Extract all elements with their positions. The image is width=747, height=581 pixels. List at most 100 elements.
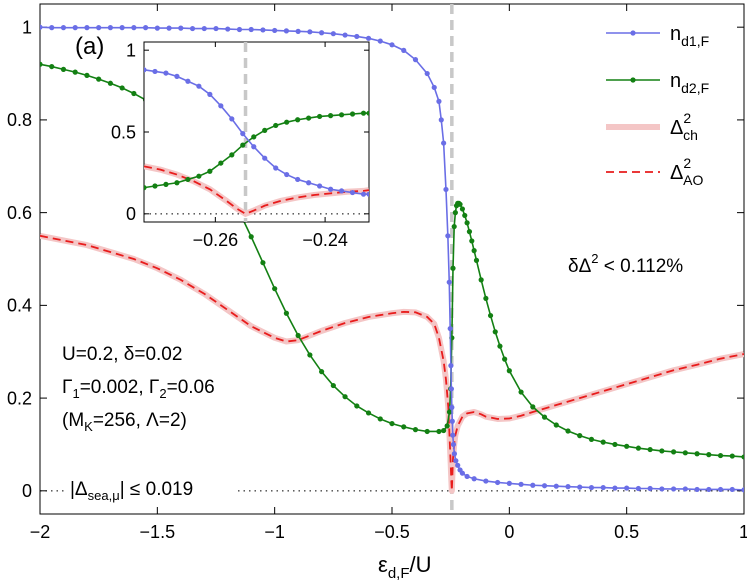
data-point <box>196 173 202 179</box>
data-point <box>96 76 102 82</box>
data-point <box>317 113 323 120</box>
data-point <box>441 427 447 434</box>
data-point <box>455 462 461 468</box>
inset-series-n-d1 <box>144 69 369 195</box>
data-point <box>449 404 455 410</box>
data-point <box>635 445 642 451</box>
inset-series-n-d2 <box>144 112 369 189</box>
data-point <box>260 260 266 266</box>
data-point <box>49 25 55 31</box>
data-point <box>84 25 90 31</box>
data-point <box>152 68 158 75</box>
data-point <box>694 486 700 493</box>
data-point <box>306 115 312 121</box>
data-point <box>251 144 257 150</box>
data-point <box>588 436 595 442</box>
params-mk-val: =256, Λ=2) <box>93 410 187 431</box>
data-point <box>330 382 336 389</box>
accuracy-label: δΔ2 < 0.112% <box>568 251 683 277</box>
accuracy-val: < 0.112% <box>599 256 684 277</box>
data-point <box>502 356 508 362</box>
data-point <box>295 176 301 183</box>
data-point <box>248 234 254 240</box>
data-point <box>553 422 559 428</box>
inset-ytick-label: 0 <box>126 204 136 224</box>
data-point <box>40 24 43 30</box>
data-point <box>448 363 454 369</box>
data-point <box>729 486 735 493</box>
main-xtick-label: −2 <box>30 522 51 542</box>
data-point <box>389 420 395 427</box>
main-ytick-label: 1 <box>22 17 32 37</box>
data-point <box>448 386 454 392</box>
data-point <box>741 454 744 460</box>
data-point <box>635 485 642 492</box>
data-point <box>154 25 160 31</box>
data-point <box>450 432 456 438</box>
data-point <box>201 25 207 32</box>
data-point <box>365 410 372 416</box>
data-point <box>694 451 700 457</box>
main-ytick-label: 0 <box>22 481 32 501</box>
legend-label-n_d1: nd1,F <box>670 23 709 49</box>
inset-ytick-label: 1 <box>126 40 136 60</box>
legend-label-sub: d1,F <box>681 33 709 49</box>
data-point <box>541 414 548 420</box>
data-point <box>283 28 289 34</box>
inset-x-tick-labels: −0.26 −0.24 <box>193 230 348 250</box>
data-point <box>327 186 334 192</box>
data-point <box>444 423 450 429</box>
data-point <box>518 481 524 487</box>
data-point <box>459 470 465 476</box>
data-point <box>273 122 279 129</box>
data-point <box>317 183 323 189</box>
data-point <box>144 67 147 73</box>
data-point <box>107 25 113 31</box>
data-point <box>741 487 744 493</box>
params-u-delta: U=0.2, δ=0.02 <box>62 344 182 365</box>
data-point <box>449 418 455 424</box>
data-point <box>349 189 356 196</box>
data-point <box>717 486 724 493</box>
data-point <box>401 47 407 53</box>
data-point <box>213 25 219 32</box>
accuracy-sup: 2 <box>591 251 598 266</box>
data-point <box>401 424 407 430</box>
data-point <box>445 233 451 239</box>
data-point <box>342 32 348 38</box>
params-gamma1-val: =0.002, Γ <box>80 377 160 398</box>
data-point <box>185 176 191 183</box>
data-point <box>541 483 548 489</box>
inset-xtick-label: −0.24 <box>302 230 348 250</box>
data-point <box>284 119 290 125</box>
data-point <box>483 478 489 484</box>
data-point <box>624 485 630 491</box>
legend-label-main: Δ <box>670 117 683 139</box>
data-point <box>553 483 559 489</box>
data-point <box>72 25 78 31</box>
data-point <box>273 165 279 171</box>
data-point <box>240 142 246 148</box>
data-point <box>466 229 473 235</box>
legend-label-sub: AO <box>683 172 703 188</box>
data-point <box>354 403 360 409</box>
inset-axis-ticks <box>144 42 369 222</box>
data-point <box>349 111 356 117</box>
data-point <box>612 485 618 491</box>
data-point <box>469 238 475 244</box>
data-point <box>107 80 113 86</box>
data-point <box>163 70 169 76</box>
params-line-2: Γ1=0.002, Γ2=0.06 <box>62 377 215 401</box>
params-gamma: Γ <box>62 377 72 398</box>
data-point <box>565 428 571 434</box>
data-point <box>706 452 712 458</box>
data-point <box>530 404 536 410</box>
data-point <box>295 332 301 339</box>
data-point <box>717 452 724 459</box>
data-point <box>577 433 583 439</box>
data-point <box>671 486 677 492</box>
data-point <box>360 191 367 197</box>
data-point <box>436 98 442 104</box>
data-point <box>478 277 484 283</box>
data-point <box>530 482 536 488</box>
